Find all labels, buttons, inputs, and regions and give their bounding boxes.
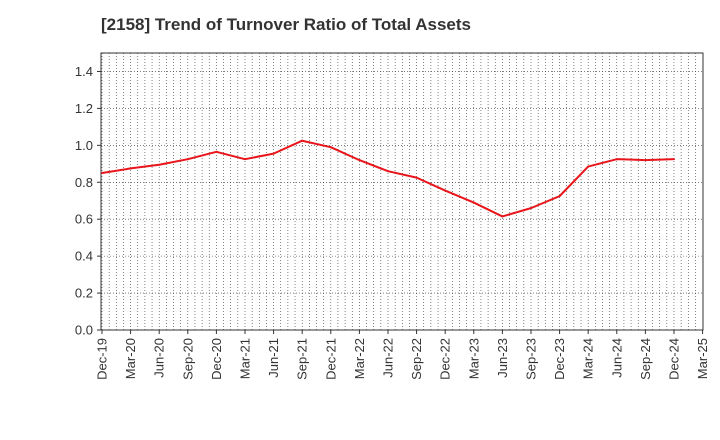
data-point [501,215,504,218]
y-tick-label: 1.0 [75,138,93,153]
data-point [158,163,161,166]
x-tick-label: Mar-21 [237,338,252,379]
x-tick-label: Sep-24 [638,338,653,380]
data-point [386,170,389,173]
x-tick-label: Sep-23 [523,338,538,380]
x-tick-label: Jun-24 [609,338,624,378]
data-point [644,159,647,162]
x-tick-label: Mar-22 [352,338,367,379]
x-tick-label: Mar-25 [695,338,710,379]
x-tick-label: Dec-22 [438,338,453,380]
x-tick-label: Dec-19 [95,338,110,380]
x-tick-label: Jun-20 [152,338,167,378]
y-tick-label: 0.0 [75,323,93,338]
data-point [243,158,246,161]
data-point [215,150,218,153]
data-point [615,158,618,161]
x-tick-label: Jun-23 [495,338,510,378]
y-tick-label: 0.4 [75,249,93,264]
x-tick-label: Dec-20 [209,338,224,380]
data-point [587,165,590,168]
data-point [186,158,189,161]
data-point [358,159,361,162]
chart-title: [2158] Trend of Turnover Ratio of Total … [101,15,471,34]
data-point [329,146,332,149]
data-point [301,139,304,142]
plot-area [100,52,704,331]
data-point [672,158,675,161]
x-tick-label: Dec-21 [323,338,338,380]
y-tick-label: 1.2 [75,101,93,116]
y-tick-label: 0.2 [75,286,93,301]
x-tick-label: Jun-21 [266,338,281,378]
x-tick-label: Dec-24 [666,338,681,380]
x-tick-label: Mar-24 [581,338,596,379]
x-tick-label: Sep-20 [180,338,195,380]
grid-lines [101,53,703,330]
series-layer [101,139,675,218]
data-point [415,176,418,179]
data-point [472,201,475,204]
y-tick-label: 0.6 [75,212,93,227]
y-tick-label: 1.4 [75,64,93,79]
x-tick-label: Mar-23 [466,338,481,379]
axis-ticks: 0.0 0.2 0.4 0.6 0.8 1.0 1.2 1.4 Dec-19 Mar-20 Jun-… [75,64,710,380]
data-point [444,189,447,192]
y-tick-label: 0.8 [75,175,93,190]
data-point [129,167,132,170]
data-point [529,207,532,210]
x-tick-label: Jun-22 [380,338,395,378]
x-tick-label: Sep-21 [295,338,310,380]
data-point [101,172,103,175]
x-tick-label: Sep-22 [409,338,424,380]
x-tick-label: Mar-20 [123,338,138,379]
data-point [272,152,275,155]
data-point [558,195,561,198]
x-tick-label: Dec-23 [552,338,567,380]
